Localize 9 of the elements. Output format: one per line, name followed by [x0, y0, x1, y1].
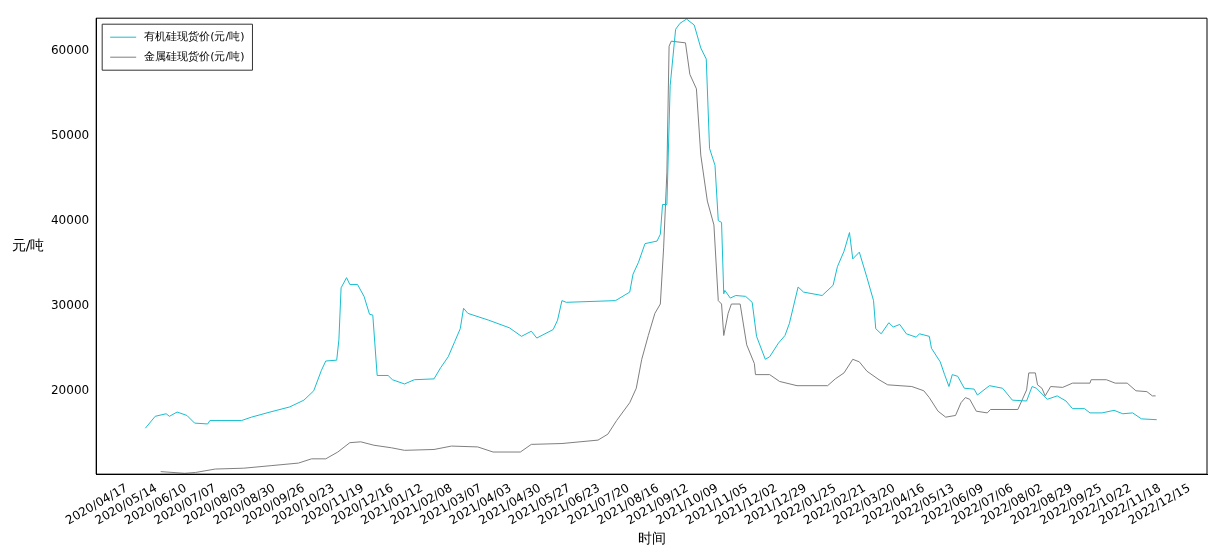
- y-tick-label: 20000: [50, 382, 90, 397]
- y-tick-label: 60000: [50, 42, 90, 57]
- y-tick-label: 50000: [50, 127, 90, 142]
- x-axis-title: 时间: [637, 530, 666, 547]
- legend-label: 金属硅现货价(元/吨): [144, 50, 245, 64]
- y-tick-label: 30000: [50, 297, 90, 312]
- y-tick-label: 40000: [50, 212, 90, 227]
- y-axis-title: 元/吨: [11, 236, 45, 253]
- legend-label: 有机硅现货价(元/吨): [144, 30, 245, 44]
